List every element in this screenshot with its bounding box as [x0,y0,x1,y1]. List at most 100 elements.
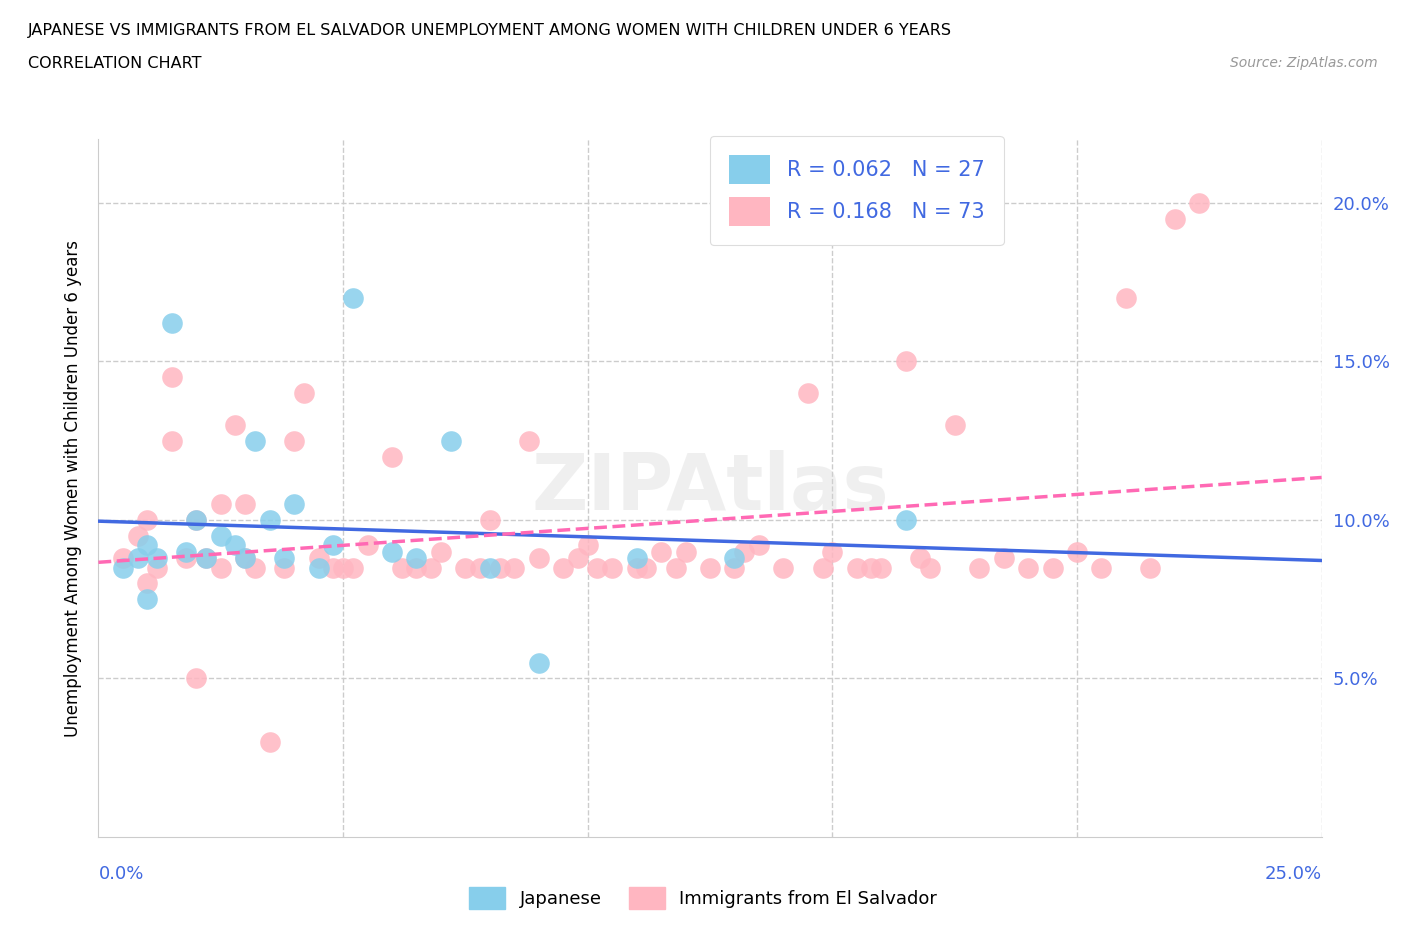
Point [127,528,149,543]
Point [332,560,354,575]
Point [243,560,266,575]
Point [811,560,834,575]
Point [488,560,510,575]
Point [600,560,623,575]
Point [1139,560,1161,575]
Legend: Japanese, Immigrants from El Salvador: Japanese, Immigrants from El Salvador [461,880,945,916]
Point [224,418,246,432]
Point [733,544,755,559]
Point [1090,560,1112,575]
Point [176,544,198,559]
Point [503,560,526,575]
Point [1017,560,1039,575]
Point [146,551,169,565]
Point [111,551,134,565]
Point [527,655,550,670]
Point [195,551,218,565]
Point [699,560,721,575]
Point [127,551,149,565]
Point [870,560,893,575]
Point [342,560,364,575]
Point [626,551,648,565]
Point [478,560,501,575]
Point [209,528,232,543]
Point [748,538,770,552]
Point [209,497,232,512]
Point [160,316,183,331]
Point [967,560,990,575]
Point [381,449,404,464]
Point [894,354,917,369]
Point [273,551,295,565]
Point [233,497,256,512]
Point [405,560,427,575]
Point [160,370,183,385]
Point [356,538,378,552]
Point [1042,560,1064,575]
Point [381,544,404,559]
Point [308,560,330,575]
Point [1164,211,1187,226]
Point [322,538,344,552]
Point [111,560,134,575]
Text: 0.0%: 0.0% [98,865,143,883]
Point [910,551,932,565]
Legend: R = 0.062   N = 27, R = 0.168   N = 73: R = 0.062 N = 27, R = 0.168 N = 73 [710,136,1004,245]
Point [186,512,208,527]
Point [283,433,305,448]
Point [136,538,159,552]
Point [146,560,169,575]
Point [665,560,688,575]
Point [454,560,477,575]
Point [391,560,413,575]
Point [420,560,443,575]
Text: CORRELATION CHART: CORRELATION CHART [28,56,201,71]
Text: Source: ZipAtlas.com: Source: ZipAtlas.com [1230,56,1378,70]
Point [430,544,453,559]
Point [160,433,183,448]
Point [943,418,966,432]
Point [273,560,295,575]
Point [675,544,697,559]
Point [195,551,218,565]
Point [650,544,672,559]
Point [186,512,208,527]
Point [136,591,159,606]
Point [860,560,883,575]
Point [894,512,917,527]
Point [517,433,540,448]
Point [292,386,315,401]
Point [405,551,427,565]
Point [209,560,232,575]
Point [1188,195,1211,210]
Point [243,433,266,448]
Point [1115,290,1137,305]
Point [723,560,745,575]
Point [1066,544,1088,559]
Point [772,560,794,575]
Point [233,551,256,565]
Point [224,538,246,552]
Point [478,512,501,527]
Point [468,560,491,575]
Point [308,551,330,565]
Point [322,560,344,575]
Point [845,560,868,575]
Point [723,551,745,565]
Point [233,551,256,565]
Point [136,512,159,527]
Text: JAPANESE VS IMMIGRANTS FROM EL SALVADOR UNEMPLOYMENT AMONG WOMEN WITH CHILDREN U: JAPANESE VS IMMIGRANTS FROM EL SALVADOR … [28,23,952,38]
Point [186,671,208,686]
Point [636,560,658,575]
Point [259,512,281,527]
Text: ZIPAtlas: ZIPAtlas [531,450,889,526]
Point [821,544,844,559]
Point [440,433,463,448]
Point [797,386,820,401]
Point [993,551,1015,565]
Point [283,497,305,512]
Point [576,538,599,552]
Y-axis label: Unemployment Among Women with Children Under 6 years: Unemployment Among Women with Children U… [65,240,83,737]
Point [136,576,159,591]
Text: 25.0%: 25.0% [1264,865,1322,883]
